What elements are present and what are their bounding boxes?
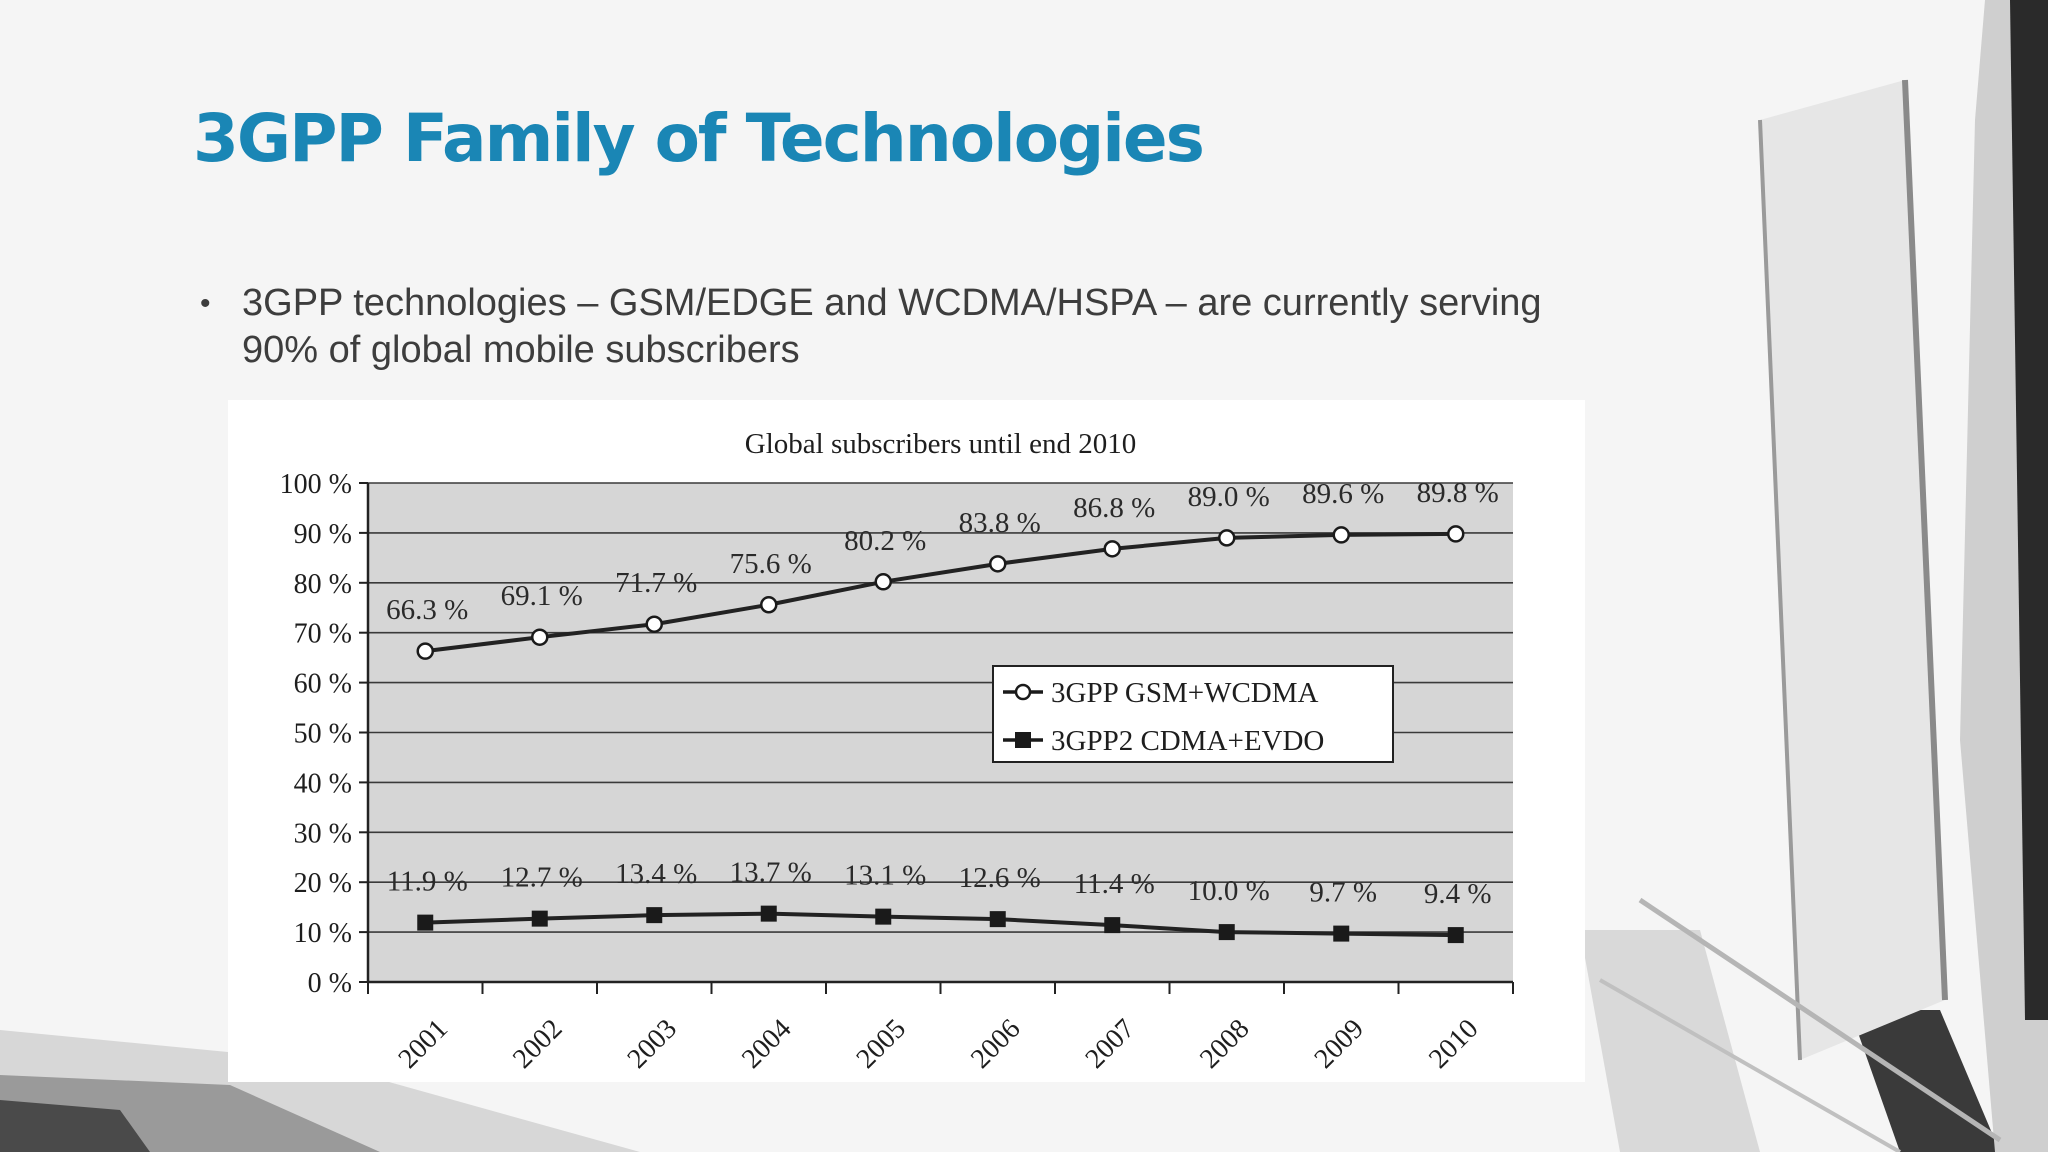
x-tick-label: 2005	[850, 1013, 912, 1075]
y-tick-label: 50 %	[294, 719, 352, 750]
data-point	[1103, 540, 1121, 558]
bullet-text: 3GPP technologies – GSM/EDGE and WCDMA/H…	[242, 280, 1700, 374]
data-point	[645, 615, 663, 633]
bullet-marker: •	[200, 287, 211, 320]
y-tick-label: 60 %	[294, 669, 352, 700]
data-point	[1218, 529, 1236, 547]
x-tick-label: 2009	[1308, 1013, 1370, 1075]
y-tick-label: 0 %	[308, 968, 352, 999]
data-label: 11.4 %	[1074, 868, 1155, 900]
data-label: 13.4 %	[615, 858, 697, 890]
data-label: 83.8 %	[959, 507, 1041, 539]
data-point	[760, 905, 777, 922]
data-label: 13.7 %	[730, 857, 812, 889]
bullet-line-1: 3GPP technologies – GSM/EDGE and WCDMA/H…	[242, 282, 1542, 324]
y-tick-label: 30 %	[294, 818, 352, 849]
data-point	[1333, 925, 1350, 942]
data-point	[1332, 526, 1350, 544]
data-point	[416, 642, 434, 660]
data-label: 69.1 %	[501, 580, 583, 612]
y-tick-label: 100 %	[280, 469, 352, 500]
data-point	[531, 628, 549, 646]
data-point	[646, 907, 663, 924]
data-label: 75.6 %	[730, 548, 812, 580]
x-tick-label: 2006	[965, 1013, 1027, 1075]
data-label: 10.0 %	[1188, 875, 1270, 907]
data-point	[874, 573, 892, 591]
data-label: 66.3 %	[386, 594, 468, 626]
x-tick-label: 2010	[1423, 1013, 1485, 1075]
data-label: 80.2 %	[844, 525, 926, 557]
data-point	[1447, 525, 1465, 543]
x-tick-label: 2003	[621, 1013, 683, 1075]
data-label: 13.1 %	[844, 860, 926, 892]
data-label: 86.8 %	[1073, 492, 1155, 524]
data-point	[989, 555, 1007, 573]
legend	[992, 665, 1394, 763]
data-point	[875, 908, 892, 925]
x-tick-label: 2002	[507, 1013, 569, 1075]
x-tick-label: 2008	[1194, 1013, 1256, 1075]
data-label: 12.6 %	[959, 862, 1041, 894]
data-label: 89.0 %	[1188, 481, 1270, 513]
x-tick-label: 2007	[1079, 1013, 1141, 1075]
slide-title: 3GPP Family of Technologies	[193, 100, 1205, 177]
legend-label: 3GPP GSM+WCDMA	[1051, 677, 1319, 709]
data-point	[989, 911, 1006, 928]
legend-marker	[1014, 683, 1032, 701]
data-point	[531, 910, 548, 927]
data-label: 89.8 %	[1417, 477, 1499, 509]
data-point	[1447, 927, 1464, 944]
chart-title: Global subscribers until end 2010	[745, 428, 1136, 460]
data-label: 71.7 %	[615, 567, 697, 599]
x-tick-label: 2001	[392, 1013, 454, 1075]
x-tick-label: 2004	[736, 1013, 798, 1075]
bullet-item: • 3GPP technologies – GSM/EDGE and WCDMA…	[200, 280, 1700, 374]
data-point	[760, 596, 778, 614]
data-point	[1218, 924, 1235, 941]
data-point	[1104, 917, 1121, 934]
y-tick-label: 40 %	[294, 768, 352, 799]
data-label: 9.4 %	[1424, 878, 1492, 910]
legend-label: 3GPP2 CDMA+EVDO	[1051, 725, 1324, 757]
bullet-line-2: 90% of global mobile subscribers	[242, 329, 800, 371]
legend-marker	[1015, 732, 1031, 748]
series-line	[425, 911, 1456, 938]
y-tick-label: 20 %	[294, 868, 352, 899]
chart-panel: Global subscribers until end 2010 0 % 10 %…	[228, 400, 1585, 1082]
data-point	[417, 914, 434, 931]
data-label: 12.7 %	[501, 862, 583, 894]
data-label: 89.6 %	[1302, 478, 1384, 510]
series-line	[425, 531, 1456, 654]
data-label: 11.9 %	[387, 866, 468, 898]
y-tick-label: 10 %	[294, 918, 352, 949]
data-label: 9.7 %	[1309, 877, 1377, 909]
line-chart: Global subscribers until end 2010 0 % 10 %…	[280, 428, 1514, 1075]
y-tick-label: 80 %	[294, 569, 352, 600]
y-tick-label: 70 %	[294, 619, 352, 650]
y-tick-label: 90 %	[294, 519, 352, 550]
